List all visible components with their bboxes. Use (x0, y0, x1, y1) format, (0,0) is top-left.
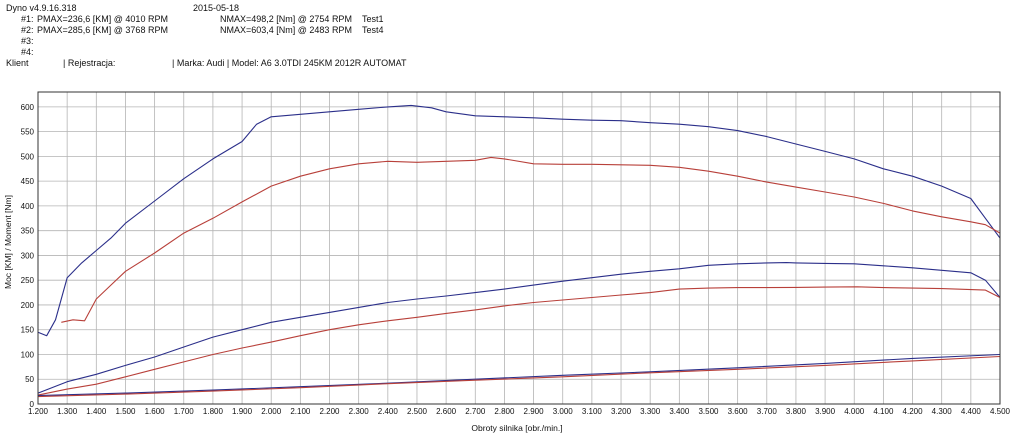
y-tick-label: 200 (21, 301, 35, 310)
y-tick-label: 600 (21, 103, 35, 112)
chart-series (37, 104, 1001, 398)
x-tick-label: 1.900 (232, 407, 253, 416)
x-tick-label: 3.400 (669, 407, 690, 416)
y-tick-label: 500 (21, 152, 35, 161)
x-tick-label: 3.500 (698, 407, 719, 416)
series-line (37, 262, 1001, 394)
y-tick-label: 400 (21, 202, 35, 211)
y-axis-label: Moc [KM] / Moment [Nm] (3, 195, 13, 289)
run-name: Test4 (362, 25, 384, 35)
y-tick-label: 250 (21, 276, 35, 285)
x-tick-label: 3.800 (786, 407, 807, 416)
x-tick-label: 4.000 (844, 407, 865, 416)
series-line (37, 353, 1001, 397)
x-tick-label: 1.200 (28, 407, 49, 416)
run-name: Test1 (362, 14, 384, 24)
y-tick-label: 100 (21, 350, 35, 359)
y-tick-label: 0 (30, 400, 35, 409)
x-tick-label: 4.100 (873, 407, 894, 416)
y-tick-label: 450 (21, 177, 35, 186)
series-line (37, 286, 1001, 396)
x-tick-label: 3.200 (611, 407, 632, 416)
x-tick-label: 3.000 (553, 407, 574, 416)
x-tick-label: 4.400 (961, 407, 982, 416)
y-tick-label: 50 (25, 375, 34, 384)
x-tick-label: 2.000 (261, 407, 282, 416)
chart-frame (37, 91, 1001, 405)
x-tick-label: 1.800 (203, 407, 224, 416)
x-tick-label: 1.700 (174, 407, 195, 416)
run-pmax: PMAX=285,6 [KM] @ 3768 RPM (37, 25, 168, 35)
x-tick-label: 1.300 (57, 407, 78, 416)
y-tick-label: 300 (21, 251, 35, 260)
x-tick-label: 3.700 (757, 407, 778, 416)
x-tick-label: 4.300 (932, 407, 953, 416)
series-line (37, 104, 1001, 337)
y-tick-label: 350 (21, 227, 35, 236)
x-tick-label: 4.200 (903, 407, 924, 416)
run-id: #2: (21, 25, 34, 35)
x-axis-label: Obroty silnika [obr./min.] (471, 423, 562, 433)
x-tick-label: 1.400 (86, 407, 107, 416)
plot-border (37, 91, 1001, 405)
y-tick-label: 150 (21, 326, 35, 335)
run-id: #3: (21, 36, 34, 46)
x-tick-label: 3.600 (728, 407, 749, 416)
run-nmax: NMAX=603,4 [Nm] @ 2483 RPM (220, 25, 352, 35)
x-tick-label: 3.300 (640, 407, 661, 416)
app-version: Dyno v4.9.16.318 (6, 3, 77, 13)
x-tick-label: 4.500 (990, 407, 1011, 416)
client-label: Klient (6, 58, 29, 68)
x-tick-label: 2.900 (524, 407, 545, 416)
run-id: #1: (21, 14, 34, 24)
y-axis-ticks: 0 50 100 150 200 250 300 350 400 450 500 550 600 (21, 103, 35, 409)
x-tick-label: 3.100 (582, 407, 603, 416)
run-pmax: PMAX=236,6 [KM] @ 4010 RPM (37, 14, 168, 24)
x-tick-label: 3.900 (815, 407, 836, 416)
run-nmax: NMAX=498,2 [Nm] @ 2754 RPM (220, 14, 352, 24)
series-line (61, 156, 1001, 323)
run-id: #4: (21, 47, 34, 57)
series-line (37, 355, 1001, 398)
report-date: 2015-05-18 (193, 3, 240, 13)
x-tick-label: 2.400 (378, 407, 399, 416)
x-tick-label: 2.300 (349, 407, 370, 416)
x-tick-label: 2.200 (319, 407, 340, 416)
vehicle-label: | Marka: Audi | Model: A6 3.0TDI 245KM 2… (172, 58, 407, 68)
x-tick-label: 1.500 (115, 407, 136, 416)
x-tick-label: 2.800 (494, 407, 515, 416)
x-axis-ticks: 1.200 1.300 1.400 1.500 1.600 1.700 1.800 1.900… (28, 407, 1011, 416)
y-tick-label: 550 (21, 128, 35, 137)
x-tick-label: 1.600 (145, 407, 166, 416)
chart-grid (37, 92, 1001, 405)
x-tick-label: 2.100 (290, 407, 311, 416)
x-tick-label: 2.600 (436, 407, 457, 416)
registration-label: | Rejestracja: (63, 58, 116, 68)
x-tick-label: 2.700 (465, 407, 486, 416)
x-tick-label: 2.500 (407, 407, 428, 416)
